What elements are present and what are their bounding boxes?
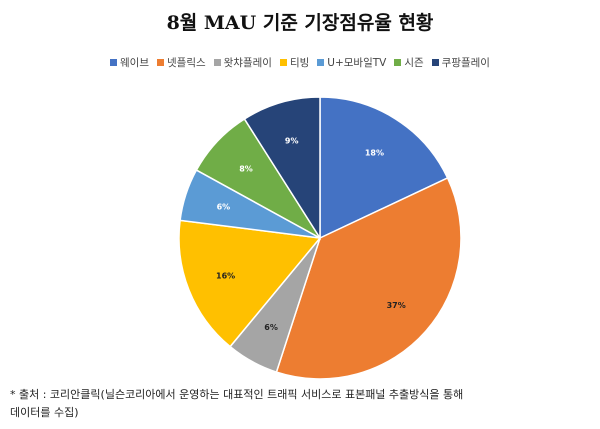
pie-slice [243,96,321,241]
legend-item: 웨이브 [110,55,149,70]
legend-label: 왓챠플레이 [223,57,272,69]
pie-slice [319,96,449,240]
slice-data-label: 8% [239,165,253,174]
legend-swatch [317,59,325,66]
chart-legend: 웨이브 넷플릭스 왓챠플레이 티빙 U+모바일TV 시즌 쿠팡플레이 [0,55,600,70]
legend-label: 넷플릭스 [167,57,206,69]
slice-data-label: 18% [365,148,384,157]
pie-chart: 18% 37% 6% 16% 6% 8% 9% [178,96,462,380]
legend-swatch [110,59,118,66]
legend-label: U+모바일TV [327,57,387,69]
legend-label: 시즌 [404,57,424,69]
legend-swatch [157,59,164,66]
legend-item: 쿠팡플레이 [431,55,490,70]
source-footnote: * 출처 : 코리안클릭(닐슨코리아에서 운영하는 대표적인 트래픽 서비스로 … [10,386,590,422]
footnote-line: * 출처 : 코리안클릭(닐슨코리아에서 운영하는 대표적인 트래픽 서비스로 … [10,388,464,401]
slice-data-label: 6% [264,323,278,332]
legend-label: 티빙 [289,57,310,69]
legend-item: 시즌 [394,55,424,70]
slice-data-label: 9% [285,137,299,146]
slice-data-label: 37% [387,301,406,310]
legend-item: 티빙 [279,55,310,70]
legend-item: U+모바일TV [317,55,386,70]
legend-swatch [431,59,439,66]
chart-title: 8월 MAU 기준 기장점유율 현황 [166,12,434,34]
footnote-line: 데이터를 수집) [10,406,79,419]
legend-item: 왓챠플레이 [213,55,272,70]
legend-swatch [279,59,287,66]
pie-slice [275,176,462,380]
legend-swatch [394,59,402,66]
slice-data-label: 16% [216,271,235,280]
legend-label: 웨이브 [120,57,149,69]
slice-data-label: 6% [217,203,231,212]
pie-slice [178,219,322,348]
legend-item: 넷플릭스 [157,55,206,70]
legend-label: 쿠팡플레이 [441,57,490,69]
legend-swatch [213,59,221,66]
